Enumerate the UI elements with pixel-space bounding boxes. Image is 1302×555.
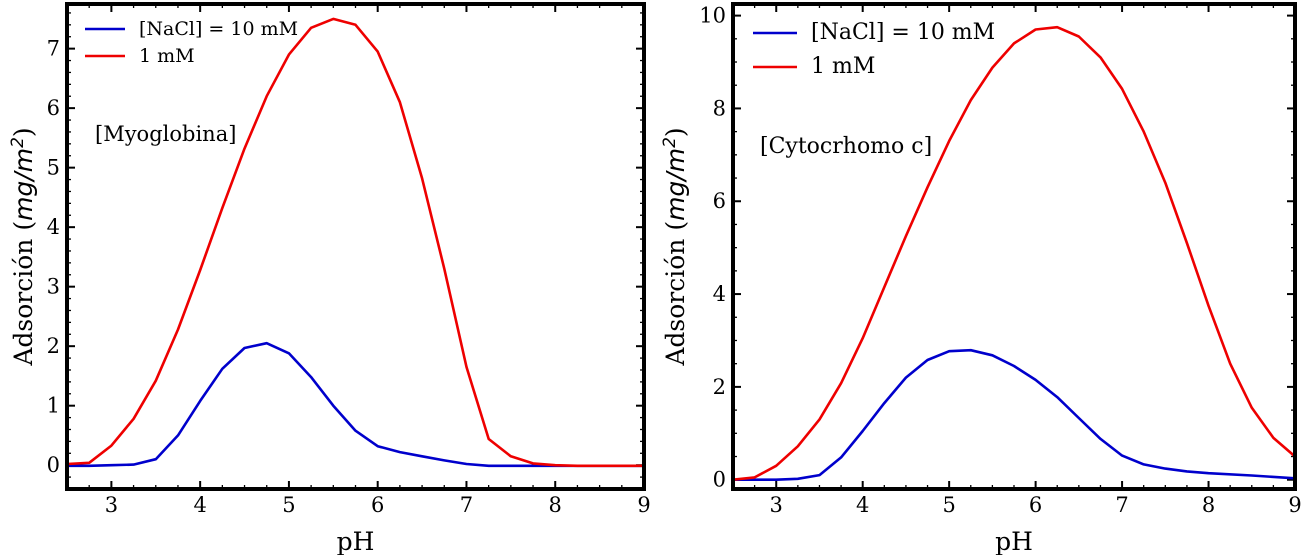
x-tick-label: 9 [637,493,650,517]
y-tick-label: 2 [47,334,60,358]
y-tick-label: 6 [47,96,60,120]
y-tick-label: 3 [47,275,60,299]
chart-panel-2: 3 4 5 6 7 8 9 0 2 4 6 8 10 [NaCl] = 10 mM 1 mM [Cytocrh… [660,2,1302,555]
y-tick-label: 5 [47,156,60,180]
series-line-2 [67,17,644,468]
x-axis-title: pH [337,527,375,555]
series-line-1 [733,348,1295,482]
plot-frame [731,2,1297,491]
series-line-1 [67,341,644,468]
x-tick-label: 4 [856,493,869,517]
y-axis-title: Adsorción (mg/m2) [660,127,690,366]
y-tick-label: 8 [713,96,726,120]
y-tick-label: 0 [47,453,60,477]
panel-annotation: [Cytocrhomo c] [760,134,932,159]
y-tick-label: 4 [713,282,726,306]
y-tick-label: 7 [47,37,60,61]
panel-annotation: [Myoglobina] [95,122,236,146]
x-tick-label: 7 [1115,493,1128,517]
x-tick-label: 8 [549,493,562,517]
x-tick-label: 6 [1029,493,1042,517]
x-tick-label: 3 [105,493,118,517]
chart-panel-1: 3 4 5 6 7 8 9 0 1 2 3 4 5 6 7 [NaCl] = 10 mM 1 mM [Myoglo… [8,2,651,555]
plot-frame [65,2,646,491]
y-tick-label: 6 [713,189,726,213]
x-tick-label: 5 [942,493,955,517]
legend-label-1: [NaCl] = 10 mM [811,20,995,45]
x-tick-label: 6 [371,493,384,517]
legend-label-2: 1 mM [811,54,875,79]
x-tick-label: 4 [193,493,206,517]
x-tick-label: 5 [282,493,295,517]
y-tick-label: 0 [713,468,726,492]
x-tick-label: 7 [460,493,473,517]
series-line-2 [733,25,1295,481]
x-tick-label: 8 [1202,493,1215,517]
x-tick-label: 9 [1288,493,1301,517]
y-axis-title: Adsorción (mg/m2) [8,127,38,366]
y-tick-label: 4 [47,215,60,239]
x-tick-label: 3 [770,493,783,517]
y-tick-label: 10 [699,4,726,28]
legend-label-2: 1 mM [139,45,195,67]
y-tick-label: 2 [713,375,726,399]
x-axis-title: pH [995,527,1033,555]
legend-label-1: [NaCl] = 10 mM [139,18,298,40]
y-tick-label: 1 [47,394,60,418]
